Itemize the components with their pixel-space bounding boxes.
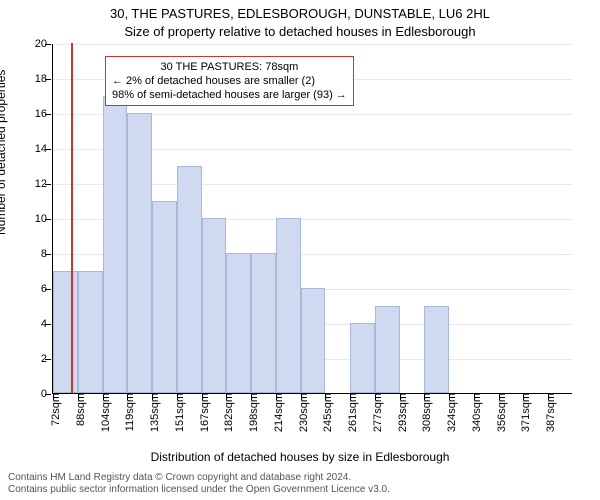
plot-area: 0246810121416182072sqm88sqm104sqm119sqm1…	[52, 44, 572, 394]
x-tick-label: 324sqm	[446, 393, 458, 432]
x-tick-label: 104sqm	[100, 393, 112, 432]
credit-line-2: Contains public sector information licen…	[8, 484, 390, 496]
y-tick-label: 14	[21, 143, 47, 155]
bar	[127, 113, 152, 393]
x-tick-label: 230sqm	[298, 393, 310, 432]
gridline	[53, 44, 572, 45]
x-tick-label: 261sqm	[347, 393, 359, 432]
property-marker-line	[71, 43, 73, 393]
y-tick-label: 8	[21, 248, 47, 260]
y-tick-label: 4	[21, 318, 47, 330]
x-tick-label: 72sqm	[50, 393, 62, 426]
x-tick-label: 198sqm	[248, 393, 260, 432]
y-tick-label: 10	[21, 213, 47, 225]
bar	[350, 323, 375, 393]
chart-subtitle: Size of property relative to detached ho…	[0, 24, 600, 39]
bar	[103, 96, 128, 394]
x-tick-label: 182sqm	[223, 393, 235, 432]
x-tick-label: 119sqm	[124, 393, 136, 431]
x-tick-label: 308sqm	[421, 393, 433, 432]
x-tick-label: 371sqm	[520, 393, 532, 432]
annotation-line: ← 2% of detached houses are smaller (2)	[112, 74, 347, 88]
bar	[78, 271, 103, 394]
x-tick-label: 88sqm	[75, 393, 87, 426]
bar	[226, 253, 251, 393]
bar	[251, 253, 276, 393]
x-tick-label: 151sqm	[174, 393, 186, 432]
y-tick-label: 18	[21, 73, 47, 85]
y-tick-label: 6	[21, 283, 47, 295]
y-tick-label: 2	[21, 353, 47, 365]
x-tick-label: 167sqm	[199, 393, 211, 432]
y-tick-label: 16	[21, 108, 47, 120]
x-axis-label: Distribution of detached houses by size …	[0, 450, 600, 464]
bar	[202, 218, 227, 393]
x-tick-label: 214sqm	[273, 393, 285, 432]
x-tick-label: 293sqm	[397, 393, 409, 432]
bar	[177, 166, 202, 394]
chart-title: 30, THE PASTURES, EDLESBOROUGH, DUNSTABL…	[0, 6, 600, 21]
credit-line-1: Contains HM Land Registry data © Crown c…	[8, 472, 390, 484]
annotation-box: 30 THE PASTURES: 78sqm← 2% of detached h…	[105, 56, 354, 106]
x-tick-label: 277sqm	[372, 393, 384, 432]
bar	[53, 271, 78, 394]
y-axis-label: Number of detached properties	[0, 70, 8, 235]
bar	[276, 218, 301, 393]
annotation-line: 98% of semi-detached houses are larger (…	[112, 88, 347, 102]
bar	[424, 306, 449, 394]
x-tick-label: 387sqm	[545, 393, 557, 432]
y-tick-label: 12	[21, 178, 47, 190]
x-tick-label: 245sqm	[322, 393, 334, 432]
y-tick-label: 0	[21, 388, 47, 400]
credits: Contains HM Land Registry data © Crown c…	[8, 472, 390, 496]
bar	[375, 306, 400, 394]
bar	[152, 201, 177, 394]
x-tick-label: 356sqm	[496, 393, 508, 432]
x-tick-label: 340sqm	[471, 393, 483, 432]
bar	[301, 288, 326, 393]
y-tick-label: 20	[21, 38, 47, 50]
annotation-line: 30 THE PASTURES: 78sqm	[112, 60, 347, 74]
x-tick-label: 135sqm	[149, 393, 161, 432]
